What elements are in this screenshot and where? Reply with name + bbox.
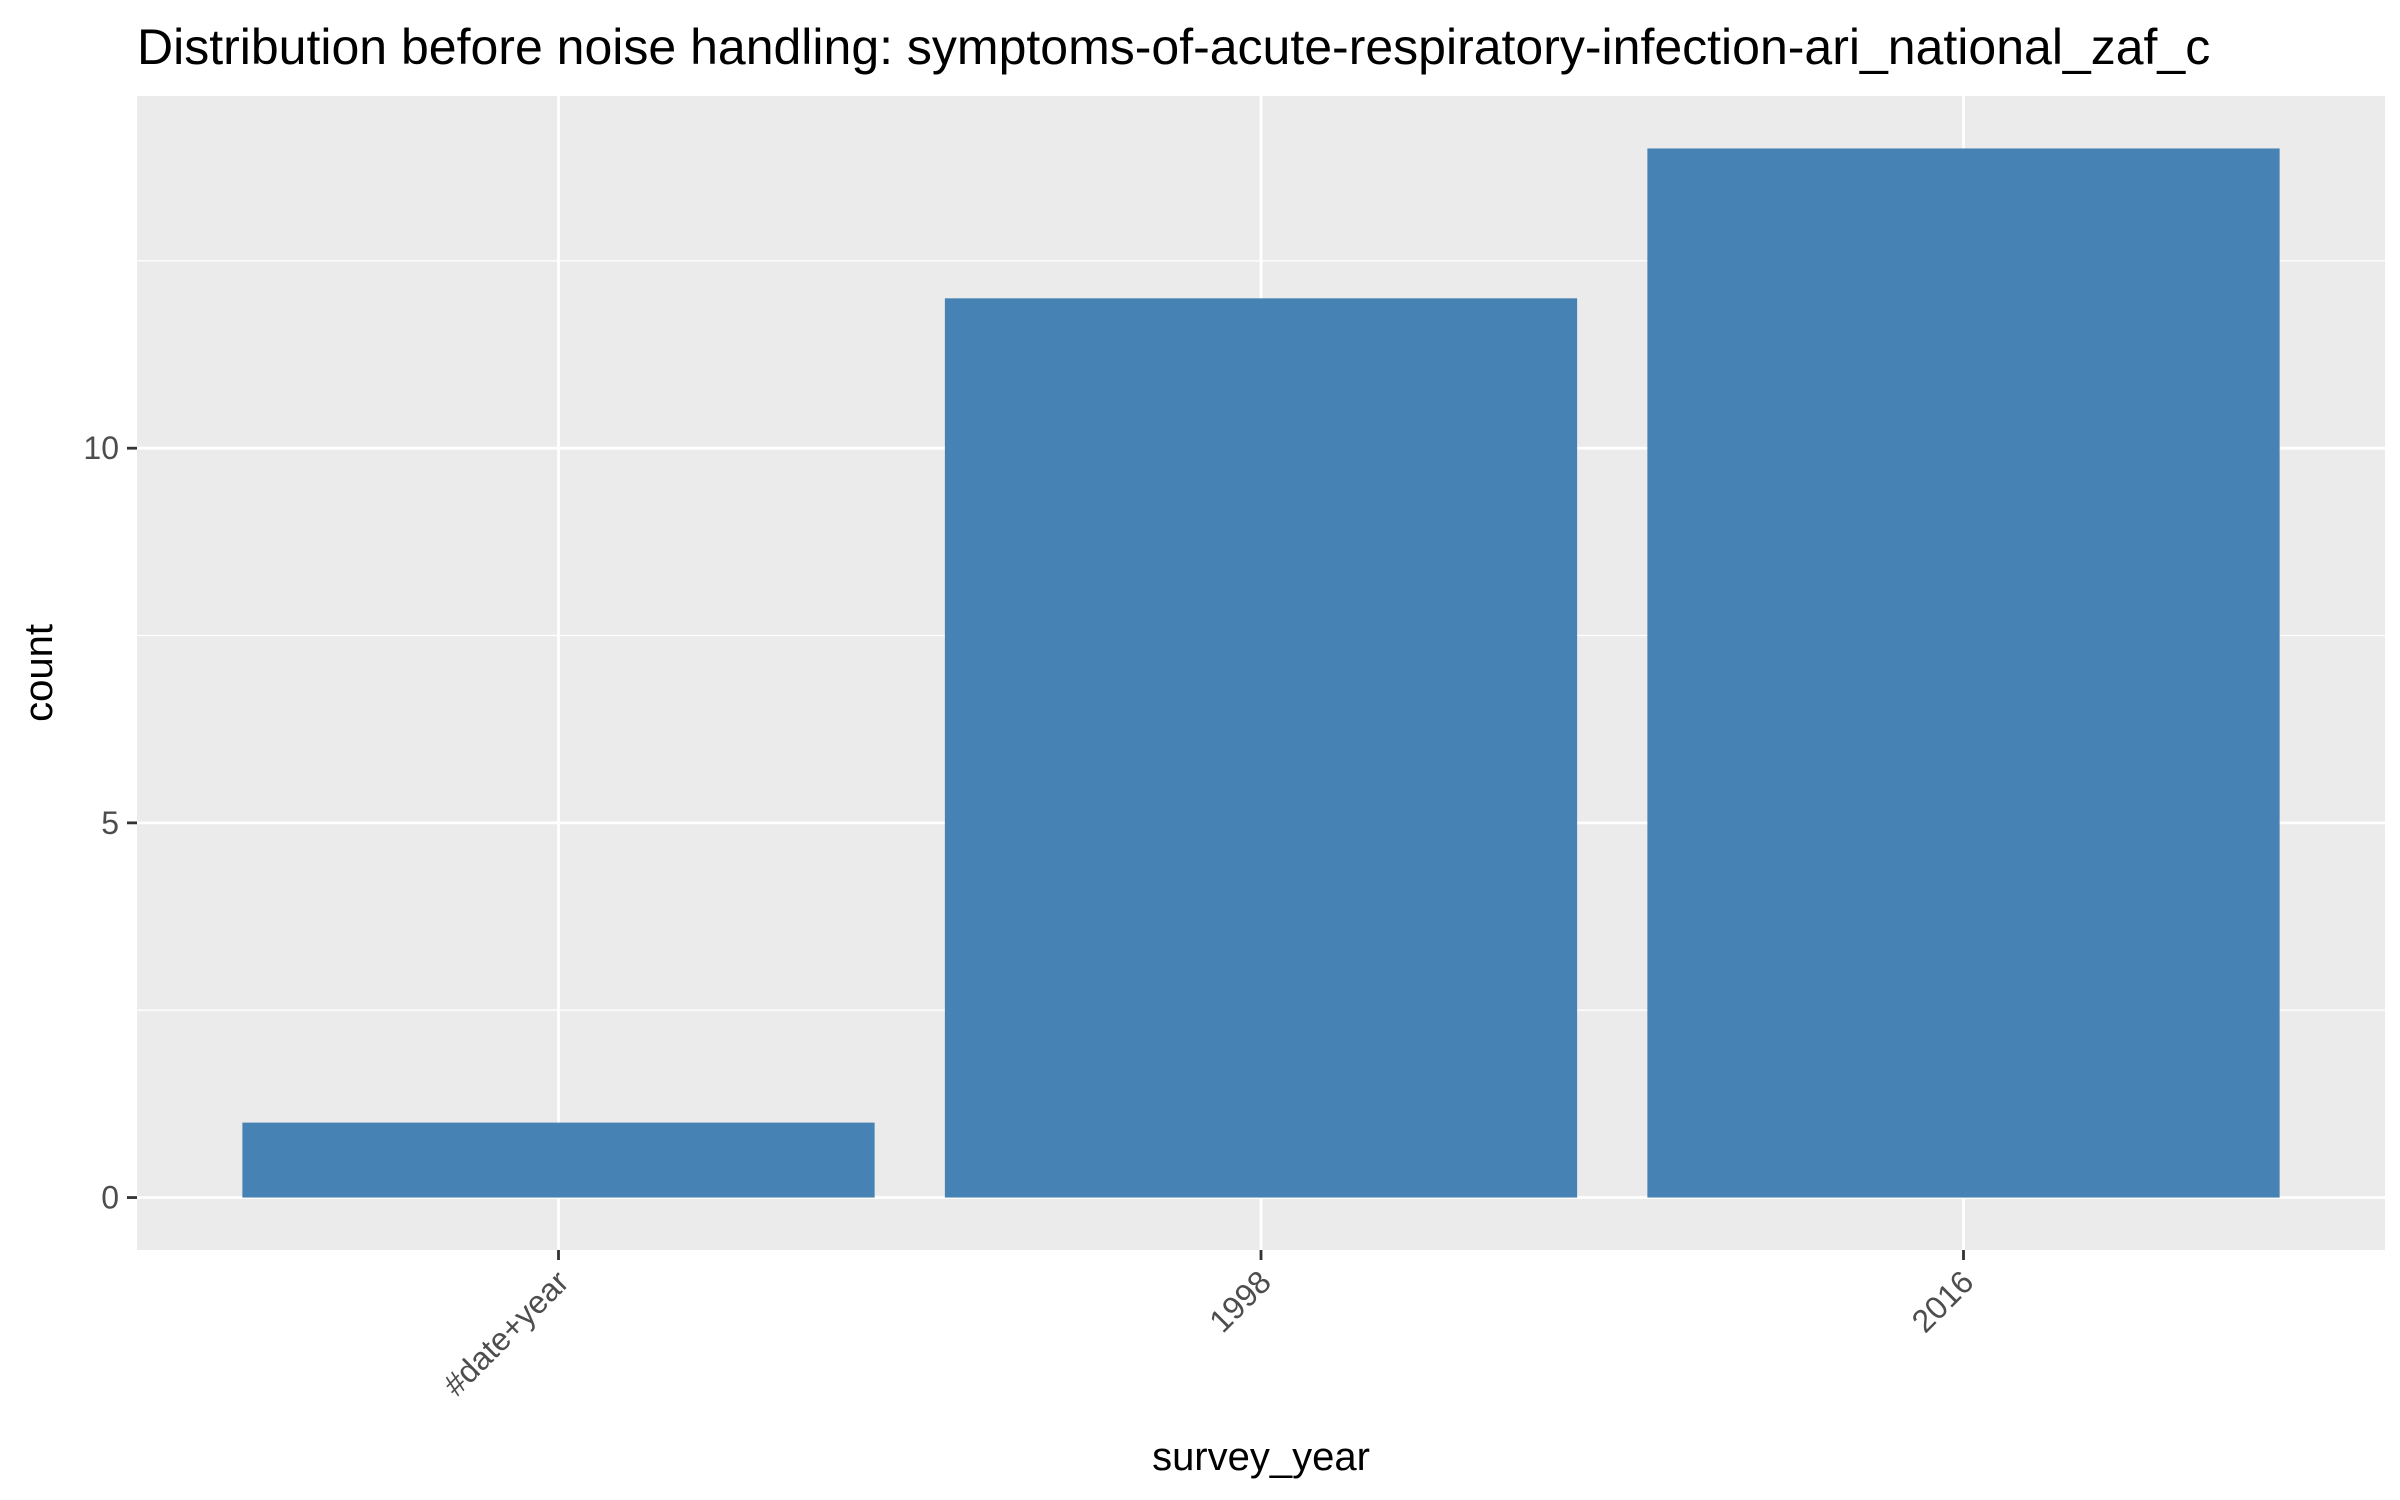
x-axis-title: survey_year	[1152, 1435, 1370, 1479]
y-tick-label: 0	[101, 1180, 119, 1216]
y-axis-title: count	[17, 624, 61, 722]
x-tick-label: 1998	[1202, 1263, 1278, 1339]
bar-1998	[944, 298, 1578, 1198]
x-tick-label: 2016	[1905, 1263, 1981, 1339]
y-tick-label: 10	[83, 430, 119, 466]
bar-date-year	[242, 1122, 875, 1198]
x-tick-label: #date+year	[436, 1263, 576, 1403]
y-tick-label: 5	[101, 805, 119, 841]
bars	[242, 148, 2280, 1198]
bar-2016	[1647, 148, 2280, 1198]
chart-title: Distribution before noise handling: symp…	[137, 19, 2210, 75]
